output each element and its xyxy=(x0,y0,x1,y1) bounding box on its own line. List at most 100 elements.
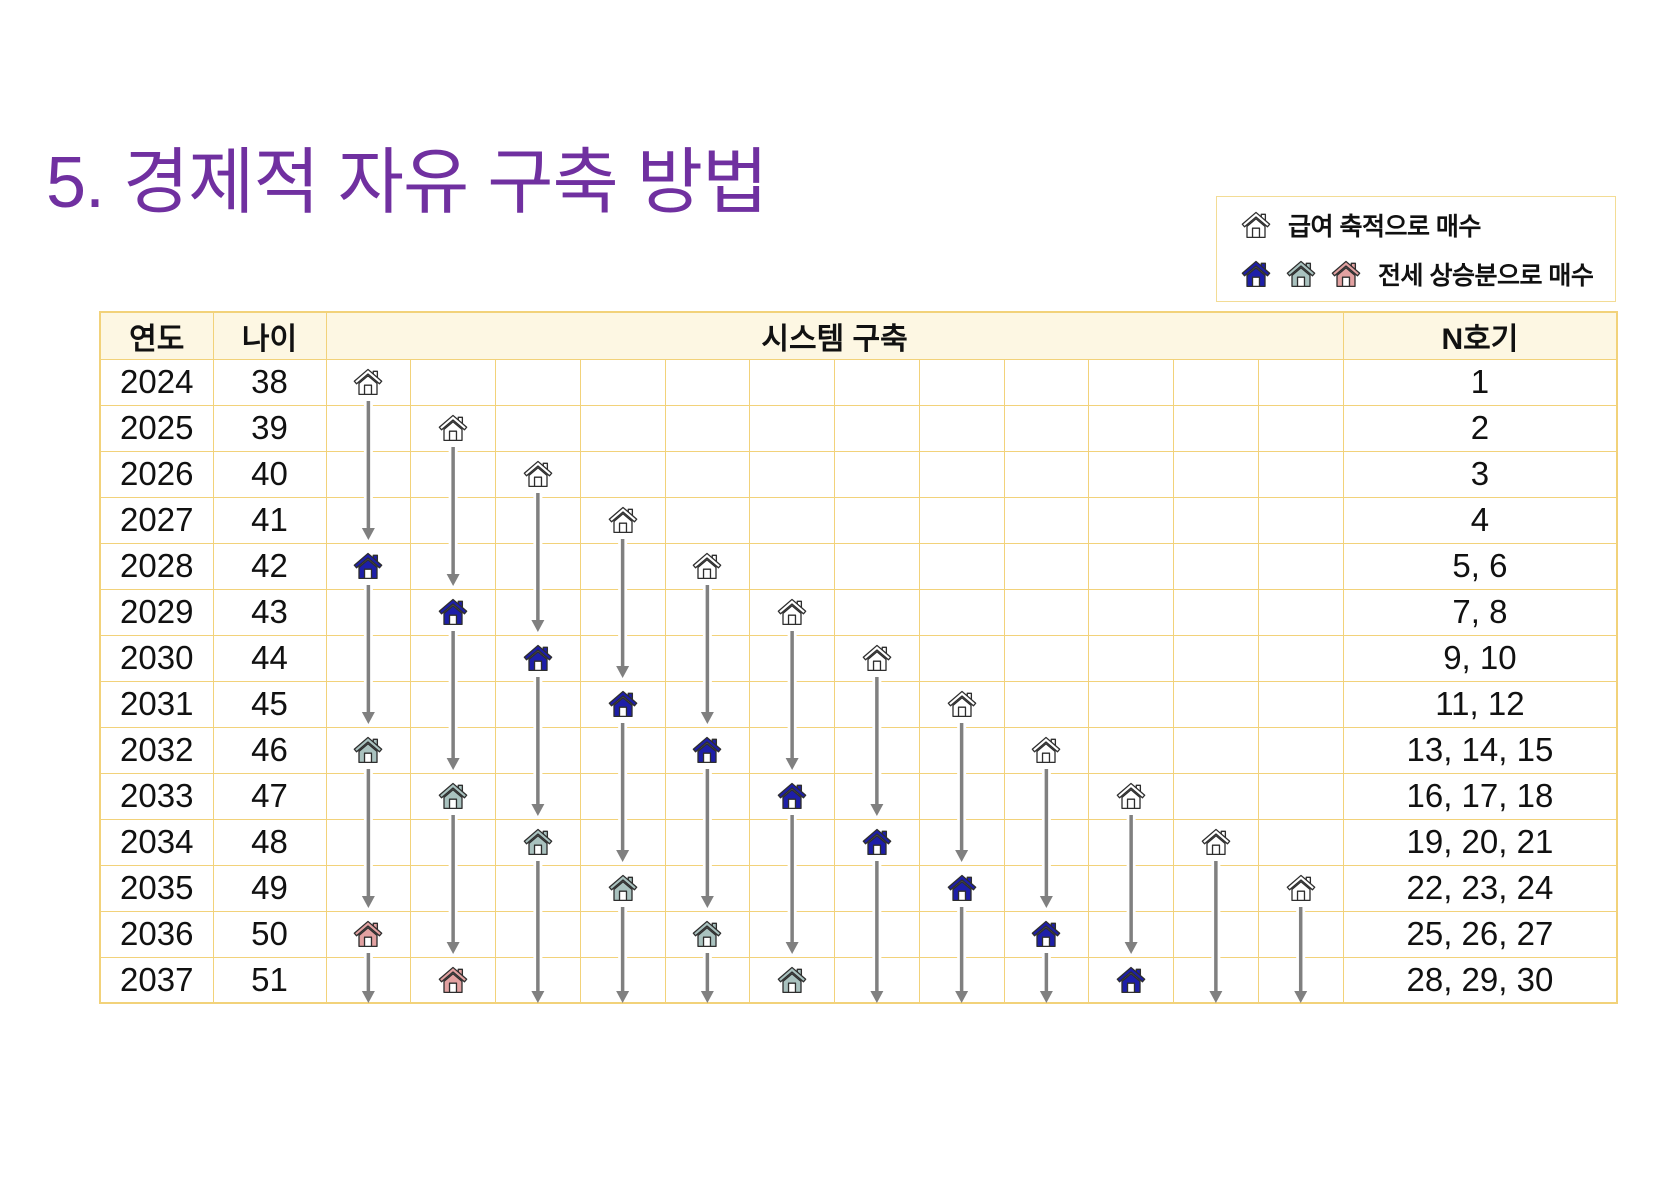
house-roof xyxy=(438,598,468,615)
house-roof xyxy=(523,460,553,477)
system-cell xyxy=(749,726,835,774)
system-cell xyxy=(834,956,920,1004)
system-cell xyxy=(918,496,1005,544)
header-age: 나이 xyxy=(212,311,327,360)
system-cell xyxy=(664,680,751,728)
system-cell xyxy=(664,542,751,590)
legend-item: 급여 축적으로 매수 xyxy=(1241,202,1599,247)
system-cell xyxy=(495,358,581,406)
system-cell xyxy=(834,864,920,912)
system-cell xyxy=(1003,680,1090,728)
house-roof xyxy=(1032,736,1061,753)
system-cell xyxy=(495,956,581,1004)
units-cell: 1 xyxy=(1342,358,1618,406)
house-door xyxy=(1211,844,1221,856)
house-gray-icon xyxy=(438,782,468,810)
system-cell xyxy=(834,542,920,590)
system-cell xyxy=(918,450,1005,498)
system-cell xyxy=(834,726,920,774)
system-cell xyxy=(579,956,666,1004)
house-pink-icon xyxy=(1331,260,1361,287)
house-door xyxy=(364,384,373,396)
system-cell xyxy=(749,358,835,406)
units-cell: 11, 12 xyxy=(1342,680,1618,728)
year-cell: 2027 xyxy=(99,496,214,544)
age-cell: 46 xyxy=(212,726,327,774)
system-cell xyxy=(325,680,412,728)
system-cell xyxy=(495,818,581,866)
house-door xyxy=(364,752,373,764)
house-gray-icon xyxy=(354,736,383,764)
system-cell xyxy=(1088,496,1174,544)
units-cell: 22, 23, 24 xyxy=(1342,864,1618,912)
system-cell xyxy=(1088,864,1174,912)
year-cell: 2030 xyxy=(99,634,214,682)
system-cell xyxy=(495,726,581,774)
house-door xyxy=(533,660,543,672)
system-cell xyxy=(664,772,751,820)
system-cell xyxy=(834,588,920,636)
units-cell: 3 xyxy=(1342,450,1618,498)
age-cell: 39 xyxy=(212,404,327,452)
house-blue-icon xyxy=(1241,260,1271,287)
units-cell: 2 xyxy=(1342,404,1618,452)
system-cell xyxy=(918,726,1005,774)
system-cell xyxy=(495,864,581,912)
system-cell xyxy=(1257,588,1344,636)
system-cell xyxy=(1257,956,1344,1004)
house-blue-icon xyxy=(608,690,637,718)
system-cell xyxy=(834,910,920,958)
house-roof xyxy=(1331,260,1361,276)
house-roof xyxy=(354,920,383,937)
age-cell: 43 xyxy=(212,588,327,636)
system-cell xyxy=(410,496,496,544)
table-row: 2027 41 4 xyxy=(99,496,1618,544)
table-row: 2025 39 2 xyxy=(99,404,1618,452)
system-cell xyxy=(1003,634,1090,682)
system-cell xyxy=(1003,910,1090,958)
system-cell xyxy=(749,818,835,866)
header-row: 연도 나이 시스템 구축 N호기 xyxy=(99,311,1618,360)
house-roof xyxy=(862,644,892,661)
house-gray-icon xyxy=(523,828,553,856)
system-cell xyxy=(495,680,581,728)
age-cell: 38 xyxy=(212,358,327,406)
house-door xyxy=(618,706,627,718)
house-white-icon xyxy=(523,460,553,488)
house-gray-icon xyxy=(777,966,807,993)
system-cell xyxy=(1257,818,1344,866)
house-pink-icon xyxy=(354,920,383,948)
system-cell xyxy=(834,680,920,728)
system-cell xyxy=(325,864,412,912)
house-roof xyxy=(354,552,383,569)
system-cell xyxy=(325,358,412,406)
house-white-icon xyxy=(947,690,976,718)
house-door xyxy=(449,430,458,442)
system-cell xyxy=(1257,358,1344,406)
system-cell xyxy=(325,956,412,1004)
house-blue-icon xyxy=(523,644,553,672)
house-white-icon xyxy=(862,644,892,672)
system-cell xyxy=(1088,542,1174,590)
system-cell xyxy=(1257,496,1344,544)
house-white-icon xyxy=(1201,828,1231,856)
system-cell xyxy=(664,818,751,866)
system-cell xyxy=(410,542,496,590)
system-cell xyxy=(1173,726,1259,774)
system-cell xyxy=(749,634,835,682)
legend-icons xyxy=(1241,259,1361,289)
system-cell xyxy=(495,450,581,498)
house-door xyxy=(1296,890,1305,902)
system-cell xyxy=(918,358,1005,406)
system-cell xyxy=(325,910,412,958)
system-cell xyxy=(918,910,1005,958)
house-roof xyxy=(777,966,807,983)
house-roof xyxy=(1241,211,1271,227)
house-door xyxy=(449,614,458,626)
house-blue-icon xyxy=(438,598,468,626)
system-cell xyxy=(664,496,751,544)
table-row: 2026 40 3 xyxy=(99,450,1618,498)
system-cell xyxy=(1088,588,1174,636)
system-cell xyxy=(495,910,581,958)
year-cell: 2036 xyxy=(99,910,214,958)
